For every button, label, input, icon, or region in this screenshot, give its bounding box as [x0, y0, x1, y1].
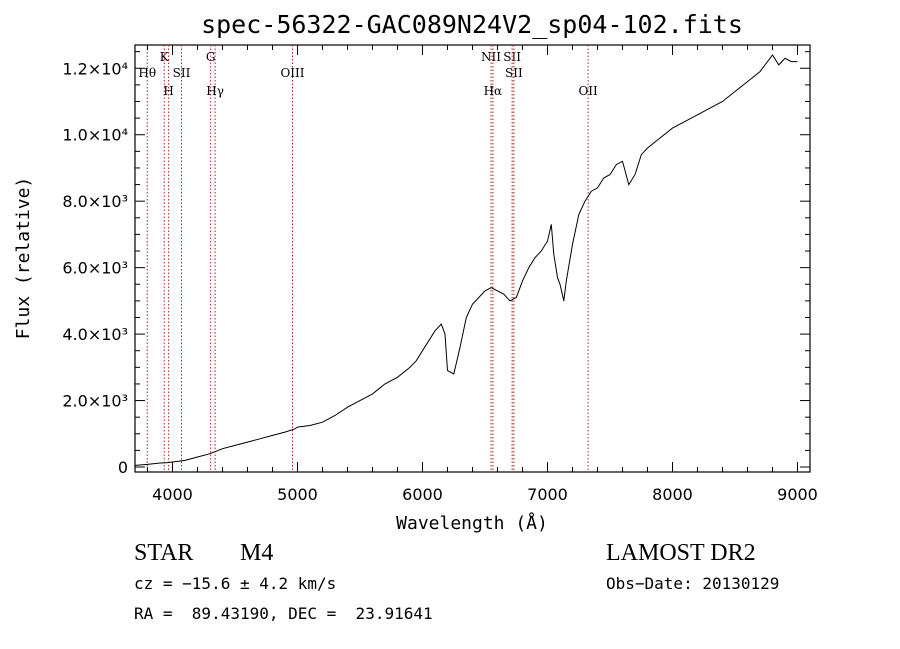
emission-line-label: SII [173, 66, 191, 80]
survey-name: LAMOST DR2 [606, 540, 756, 566]
y-tick-label: 0 [118, 458, 128, 477]
x-tick-label: 6000 [402, 485, 443, 504]
emission-line-label: K [160, 50, 170, 64]
x-tick-label: 9000 [777, 485, 818, 504]
coordinates: RA = 89.43190, DEC = 23.91641 [134, 604, 433, 623]
x-tick-label: 8000 [652, 485, 693, 504]
y-tick-label: 4.0×10³ [62, 325, 128, 344]
spectrum-line [134, 54, 798, 466]
redshift-velocity: cz = −15.6 ± 4.2 km/s [134, 574, 337, 593]
y-tick-label: 6.0×10³ [62, 259, 128, 278]
observation-date: Obs−Date: 20130129 [606, 574, 780, 593]
y-tick-label: 2.0×10³ [62, 392, 128, 411]
object-subclass: M4 [240, 540, 274, 566]
x-tick-label: 7000 [527, 485, 568, 504]
emission-line-label: Hα [484, 84, 503, 98]
y-axis-label: Flux (relative) [13, 177, 34, 340]
emission-line-label: Hγ [206, 84, 224, 98]
y-axis: 0 2.0×10³ 4.0×10³ 6.0×10³ 8.0×10³ 1.0×10⁴ 1.2×… [62, 51, 810, 477]
emission-line-label: OII [578, 84, 598, 98]
object-class: STAR [134, 540, 194, 566]
y-tick-label: 1.0×10⁴ [62, 126, 128, 145]
y-tick-label: 1.2×10⁴ [62, 59, 128, 78]
emission-line-label: H [163, 84, 173, 98]
emission-line-label: SII [505, 66, 523, 80]
emission-line-label: Hθ [138, 66, 156, 80]
emission-line-label: G [206, 50, 216, 64]
y-tick-label: 8.0×10³ [62, 192, 128, 211]
emission-line-label: NII [481, 50, 501, 64]
x-axis-label: Wavelength (Å) [396, 512, 548, 534]
emission-line-label: OIII [280, 66, 304, 80]
chart-title: spec-56322-GAC089N24V2_sp04-102.fits [201, 10, 743, 39]
x-tick-label: 4000 [152, 485, 193, 504]
x-tick-label: 5000 [277, 485, 318, 504]
emission-line-label: SII [503, 50, 521, 64]
x-axis: 4000 5000 6000 7000 8000 9000 [147, 45, 818, 504]
